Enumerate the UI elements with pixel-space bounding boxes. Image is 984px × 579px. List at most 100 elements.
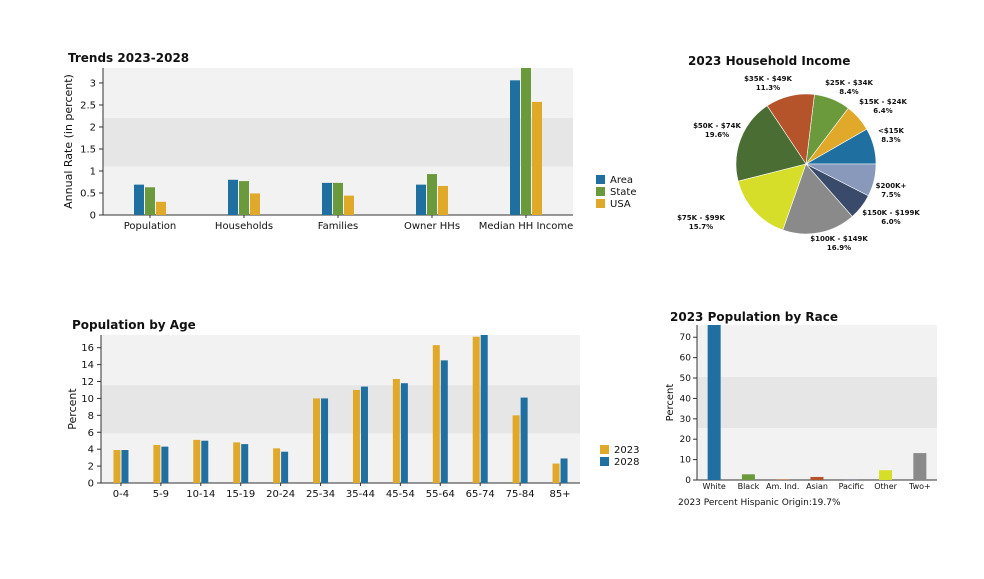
bar-2023 <box>193 439 201 483</box>
bar-2028 <box>121 450 129 483</box>
age-chart: Population by Age 0 2 4 6 8 10 12 14 16 Percent 0-4… <box>66 318 639 500</box>
bar-two+ <box>913 453 927 480</box>
x-tick-label: 5-9 <box>153 489 169 500</box>
y-tick-label: 10 <box>81 394 94 405</box>
bar-pacific <box>844 479 858 481</box>
pie-label: <$15K <box>878 127 904 135</box>
pie-percent: 6.0% <box>881 218 900 226</box>
pie-label: $200K+ <box>876 182 907 190</box>
pie-label: $25K - $34K <box>825 79 873 87</box>
bar-black <box>741 474 755 480</box>
bar-2028 <box>161 446 169 483</box>
y-tick-label: 10 <box>680 456 692 466</box>
bar-2028 <box>480 335 488 483</box>
x-tick-label: Households <box>215 221 273 232</box>
x-tick-label: White <box>703 482 726 491</box>
x-tick-label: 15-19 <box>226 489 255 500</box>
race-chart: 2023 Population by Race 0 10 20 30 40 50 60 70 Pe… <box>665 310 937 508</box>
chart-title: 2023 Population by Race <box>670 310 838 324</box>
bar-am-ind- <box>776 479 790 480</box>
bar-2023 <box>233 442 241 483</box>
pie-label: $100K - $149K <box>810 235 868 243</box>
y-tick-label: 0 <box>685 476 691 486</box>
pie-label: $75K - $99K <box>677 214 725 222</box>
y-tick-label: 14 <box>81 360 94 371</box>
y-tick-label: 0 <box>88 479 94 490</box>
y-tick-label: 30 <box>680 415 692 425</box>
bar-2023 <box>512 415 520 483</box>
bar-2023 <box>432 345 440 483</box>
bar-2023 <box>313 398 321 483</box>
x-tick-label: 75-84 <box>506 489 535 500</box>
legend-label: Area <box>610 175 633 186</box>
x-tick-label: Median HH Income <box>479 221 574 232</box>
legend-label: USA <box>610 199 631 210</box>
pie-percent: 6.4% <box>873 107 892 115</box>
bar-2028 <box>520 397 528 483</box>
y-tick-label: 12 <box>81 377 94 388</box>
y-tick-label: 2.5 <box>80 100 96 111</box>
x-tick-label: Families <box>318 221 358 232</box>
bar-usa <box>532 101 542 215</box>
y-tick-label: 2 <box>88 462 94 473</box>
bar-usa <box>156 201 166 215</box>
legend-label: 2023 <box>614 445 639 456</box>
pie-slice <box>737 163 807 231</box>
bar-2023 <box>552 463 560 483</box>
legend-label: 2028 <box>614 457 639 468</box>
legend-label: State <box>610 187 636 198</box>
bar-state <box>145 187 155 215</box>
pie-label: $35K - $49K <box>744 75 792 83</box>
x-tick-label: Black <box>738 482 760 491</box>
x-tick-label: 20-24 <box>266 489 295 500</box>
bar-2023 <box>352 389 360 483</box>
y-tick-label: 4 <box>88 445 94 456</box>
bar-2028 <box>321 398 329 483</box>
y-tick-label: 2 <box>90 122 96 133</box>
x-tick-label: 35-44 <box>346 489 375 500</box>
bar-usa <box>250 193 260 215</box>
pie-slice <box>805 163 877 197</box>
y-tick-label: 16 <box>81 343 94 354</box>
y-tick-label: 70 <box>680 333 692 343</box>
bar-2023 <box>273 448 281 483</box>
legend-swatch <box>596 187 605 196</box>
bar-2023 <box>472 336 480 483</box>
x-tick-label: 10-14 <box>186 489 215 500</box>
y-axis-label: Percent <box>66 388 79 430</box>
bar-usa <box>438 185 448 215</box>
bar-white <box>707 325 721 480</box>
y-tick-label: 8 <box>88 411 94 422</box>
trends-chart: Trends 2023-2028 0 0.5 1 1.5 2 2.5 3 Annual Rate… <box>62 51 636 232</box>
x-tick-label: 85+ <box>549 489 570 500</box>
pie-label: $150K - $199K <box>862 209 920 217</box>
bar-area <box>416 184 426 215</box>
plot-band <box>103 117 573 167</box>
plot-band <box>697 377 937 428</box>
bar-area <box>134 184 144 215</box>
bar-2023 <box>113 450 121 483</box>
x-tick-label: 0-4 <box>113 489 129 500</box>
bar-state <box>521 68 531 215</box>
y-tick-label: 60 <box>680 354 692 364</box>
x-tick-label: 25-34 <box>306 489 335 500</box>
bar-2023 <box>392 378 400 483</box>
pie-percent: 15.7% <box>689 223 713 231</box>
x-tick-label: Other <box>874 482 897 491</box>
bar-state <box>239 181 249 215</box>
bar-area <box>510 80 520 215</box>
y-axis-label: Annual Rate (in percent) <box>62 74 75 209</box>
bar-2028 <box>400 383 408 483</box>
pie-slice <box>735 105 807 182</box>
legend-swatch <box>596 175 605 184</box>
bar-area <box>228 179 238 215</box>
x-tick-label: Population <box>124 221 177 232</box>
y-tick-label: 0 <box>90 211 96 222</box>
legend-swatch <box>596 199 605 208</box>
x-tick-label: Owner HHs <box>404 221 460 232</box>
hispanic-origin-note: 2023 Percent Hispanic Origin:19.7% <box>678 498 841 508</box>
x-tick-label: 65-74 <box>466 489 495 500</box>
x-tick-label: Asian <box>806 482 828 491</box>
